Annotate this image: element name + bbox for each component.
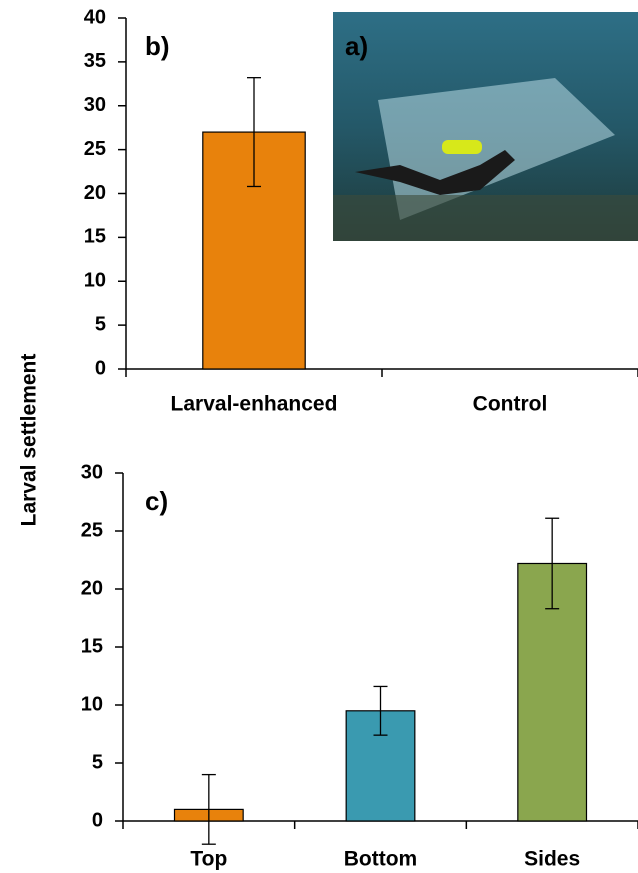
y-tick-label: 10	[81, 693, 103, 715]
y-tick-label: 5	[92, 751, 103, 773]
y-axis-title: Larval settlement	[18, 354, 41, 527]
page: {"photo": {"label": "a)"}, "chart_data":…	[0, 0, 638, 873]
panel-label: b)	[145, 31, 170, 61]
photo-label: a)	[345, 31, 368, 61]
y-tick-label: 25	[81, 519, 103, 541]
chart-panel: 0 5 10 15 20 25 30 c) Top Bottom Sides	[81, 461, 638, 870]
panel-label: c)	[145, 486, 168, 516]
y-tick-label: 40	[84, 6, 106, 28]
photo-tank	[442, 140, 482, 154]
y-tick-label: 0	[92, 809, 103, 831]
y-tick-label: 5	[95, 313, 106, 335]
photo: a)	[333, 12, 638, 241]
y-tick-label: 30	[84, 94, 106, 116]
y-tick-label: 20	[81, 577, 103, 599]
y-tick-label: 10	[84, 270, 106, 292]
y-tick-label: 30	[81, 461, 103, 483]
y-tick-label: 20	[84, 182, 106, 204]
x-tick-label: Sides	[524, 848, 580, 871]
x-tick-label: Top	[190, 848, 227, 871]
x-tick-label: Larval-enhanced	[171, 393, 338, 416]
y-tick-label: 15	[84, 226, 106, 248]
y-tick-label: 0	[95, 357, 106, 379]
y-tick-label: 35	[84, 50, 106, 72]
y-tick-label: 25	[84, 138, 106, 160]
y-tick-label: 15	[81, 635, 103, 657]
figure: a) 0 5 10 15 20 25 30 35 40 b) Larval-enhanced Cont…	[0, 0, 638, 873]
photo-seabed	[333, 195, 638, 241]
x-tick-label: Control	[473, 393, 548, 416]
x-tick-label: Bottom	[344, 848, 417, 871]
